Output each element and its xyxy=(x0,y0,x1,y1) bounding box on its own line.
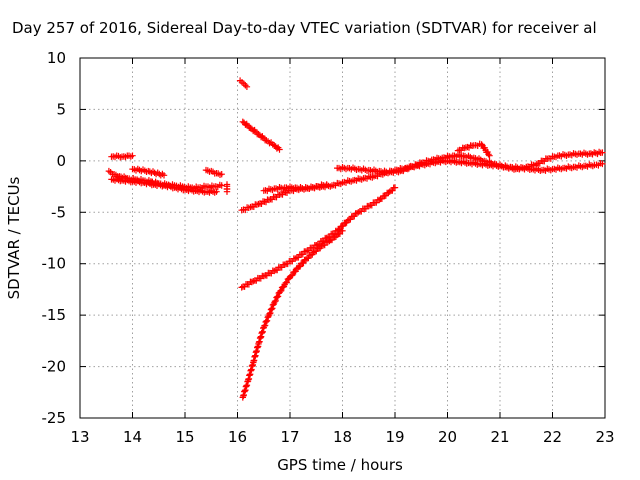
data-point xyxy=(305,254,312,262)
data-point xyxy=(218,171,225,178)
data-marks xyxy=(105,77,606,401)
y-tick-label: -5 xyxy=(51,203,66,221)
series-trace xyxy=(108,152,136,161)
data-point xyxy=(272,297,279,304)
data-point xyxy=(599,160,606,168)
data-point xyxy=(268,305,275,313)
x-tick-label: 19 xyxy=(385,428,404,446)
grid xyxy=(80,58,605,418)
data-point xyxy=(267,309,274,317)
data-point xyxy=(292,268,299,275)
data-point xyxy=(485,151,492,158)
x-tick-label: 23 xyxy=(595,428,614,446)
x-tick-label: 20 xyxy=(438,428,457,446)
data-point xyxy=(292,255,299,262)
data-point xyxy=(218,182,225,189)
chart-title: Day 257 of 2016, Sidereal Day-to-day VTE… xyxy=(12,19,597,37)
series-trace xyxy=(239,118,283,153)
data-point xyxy=(599,149,606,156)
data-point xyxy=(160,172,168,179)
data-point xyxy=(281,261,288,268)
data-point xyxy=(299,251,306,258)
ticks: 13 14 15 16 17 18 19 20 21 22 23 10 5 0 -5 -10 -15 -20 -25 xyxy=(42,49,615,446)
data-point xyxy=(339,227,346,234)
series-trace xyxy=(260,181,330,195)
data-point xyxy=(274,293,282,300)
data-point xyxy=(238,284,245,291)
x-tick-label: 16 xyxy=(228,428,247,446)
y-tick-label: 5 xyxy=(56,100,66,118)
series-trace xyxy=(129,165,168,179)
data-point xyxy=(263,317,271,324)
data-point xyxy=(129,152,136,159)
series-trace xyxy=(108,175,220,196)
data-point xyxy=(321,241,328,249)
series-trace xyxy=(454,140,493,159)
y-tick-label: 0 xyxy=(56,152,66,170)
data-point xyxy=(296,263,304,270)
series-trace xyxy=(239,227,346,401)
series-trace xyxy=(202,166,225,178)
data-point xyxy=(300,259,307,267)
data-point xyxy=(391,184,399,191)
data-point xyxy=(486,152,493,159)
data-point xyxy=(302,248,309,255)
data-point xyxy=(258,330,265,337)
data-point xyxy=(213,188,220,195)
series-trace xyxy=(236,77,251,90)
series-trace xyxy=(334,148,606,177)
y-tick-label: 10 xyxy=(47,49,66,67)
x-tick-label: 15 xyxy=(175,428,194,446)
data-point xyxy=(276,146,283,153)
x-tick-label: 14 xyxy=(123,428,142,446)
data-point xyxy=(243,83,251,90)
data-point xyxy=(248,278,255,286)
data-point xyxy=(289,272,296,279)
data-point xyxy=(159,170,166,178)
data-point xyxy=(478,141,485,148)
data-point xyxy=(323,181,330,188)
data-point xyxy=(278,287,285,294)
data-point xyxy=(242,82,249,89)
data-point xyxy=(270,301,277,308)
y-tick-label: -25 xyxy=(42,409,67,427)
x-tick-label: 13 xyxy=(70,428,89,446)
y-tick-label: -10 xyxy=(42,255,67,273)
series-trace xyxy=(223,181,231,195)
data-point xyxy=(283,279,290,286)
x-axis-label: GPS time / hours xyxy=(277,456,403,474)
y-tick-label: -20 xyxy=(42,358,67,376)
x-tick-label: 22 xyxy=(543,428,562,446)
data-point xyxy=(223,188,231,195)
y-axis-label: SDTVAR / TECUs xyxy=(5,176,23,299)
y-tick-label: -15 xyxy=(42,306,67,324)
x-tick-label: 17 xyxy=(280,428,299,446)
x-tick-label: 21 xyxy=(490,428,509,446)
data-point xyxy=(262,318,269,326)
data-point xyxy=(295,254,302,261)
x-tick-label: 18 xyxy=(333,428,352,446)
